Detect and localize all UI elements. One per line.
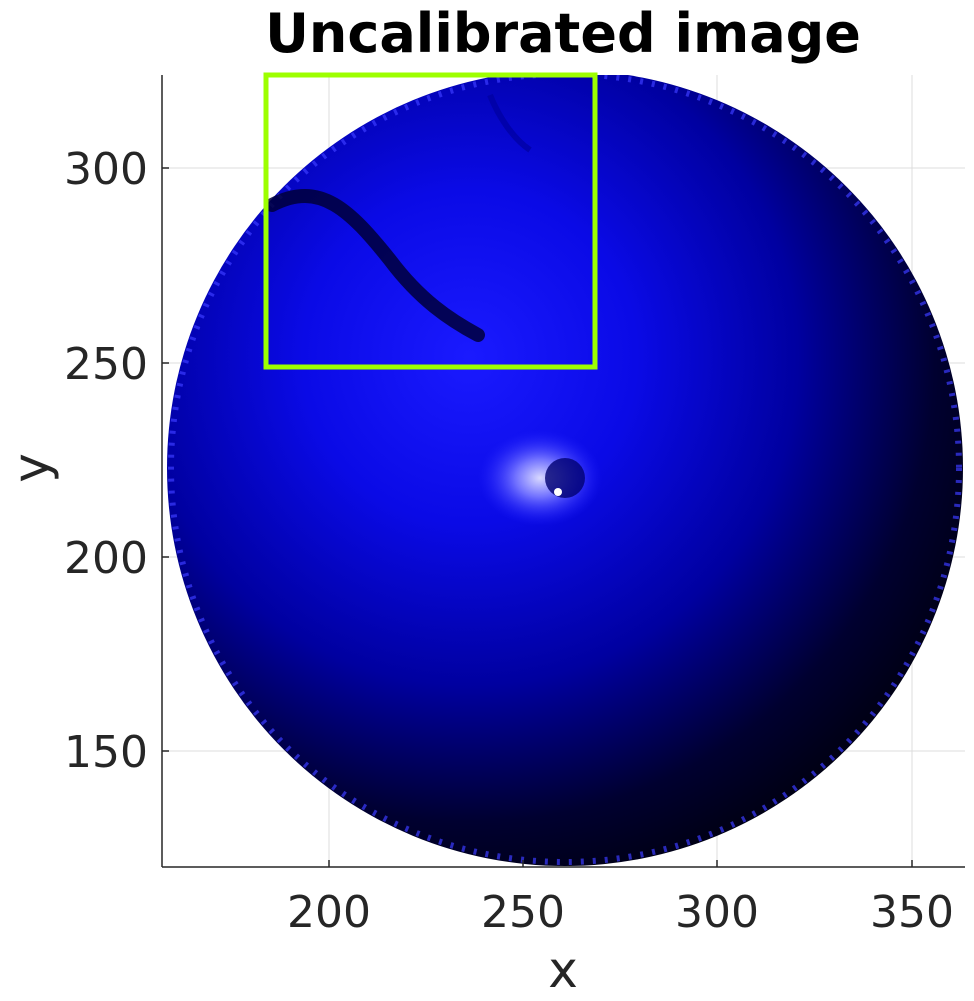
x-tick-label: 250 bbox=[481, 887, 565, 938]
roi-box bbox=[263, 72, 598, 370]
y-tick-label: 200 bbox=[64, 533, 148, 584]
x-tick-label: 350 bbox=[870, 887, 954, 938]
y-tick-label: 150 bbox=[64, 727, 148, 778]
axes-lines bbox=[161, 75, 965, 868]
vortex-dot bbox=[554, 488, 562, 496]
y-tick-label: 300 bbox=[64, 144, 148, 195]
y-axis-label: y bbox=[2, 453, 60, 483]
dark-streak bbox=[265, 189, 485, 342]
x-tick-label: 300 bbox=[675, 887, 759, 938]
bright-spot bbox=[478, 430, 602, 526]
y-tick-label: 250 bbox=[64, 339, 148, 390]
faint-streak bbox=[487, 93, 532, 153]
vortex-center bbox=[545, 458, 585, 498]
x-tick-label: 200 bbox=[287, 887, 371, 938]
image-plot bbox=[167, 75, 963, 866]
figure-title: Uncalibrated image bbox=[265, 2, 861, 65]
image-rim bbox=[168, 75, 962, 865]
x-axis-label: x bbox=[548, 941, 578, 999]
